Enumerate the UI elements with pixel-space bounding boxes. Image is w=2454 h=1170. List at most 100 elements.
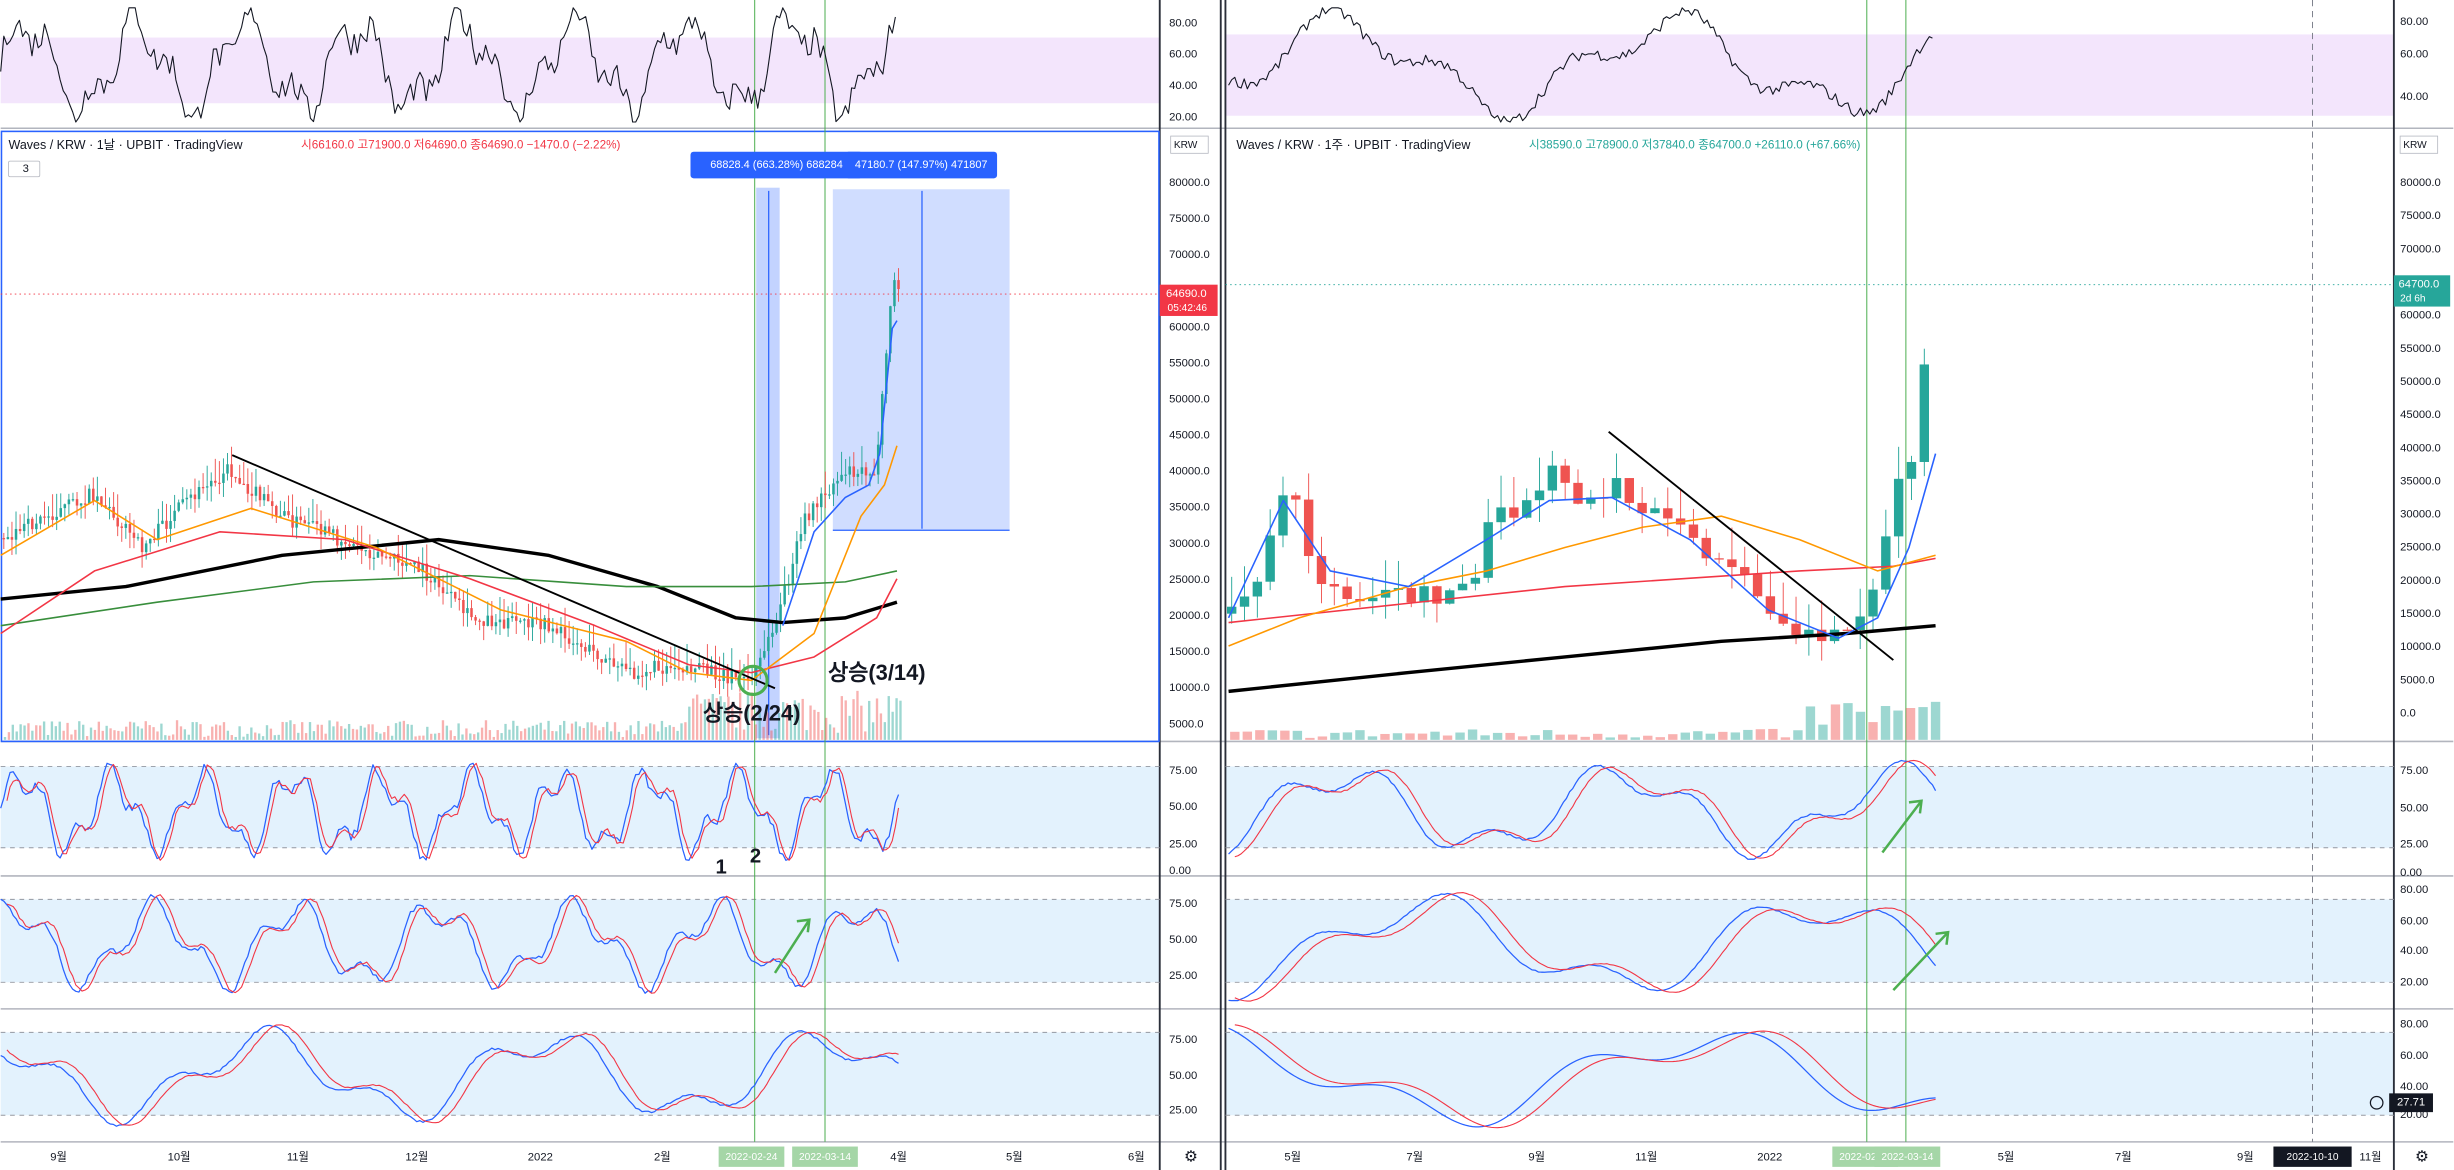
crosshair-add[interactable]	[2369, 1095, 2384, 1110]
rsi-band	[0, 37, 1160, 104]
currency-button[interactable]	[2399, 135, 2439, 154]
candle-body	[881, 394, 884, 445]
volume-bar	[738, 692, 742, 740]
volume-bar	[797, 702, 800, 740]
volume-bar	[852, 699, 855, 740]
candle-body	[209, 480, 213, 487]
annotation: 상승(3/14)	[828, 660, 925, 685]
axis-tick-label: 50.00	[1169, 801, 1197, 813]
volume-bar	[281, 721, 284, 740]
time-label: 4월	[890, 1150, 907, 1163]
rsi-line	[1228, 7, 1933, 123]
volume-bar	[175, 720, 179, 740]
axis-tick-label: 80000.0	[2400, 177, 2441, 189]
osc-d	[1234, 892, 1937, 1002]
settings-icon[interactable]: ⚙	[2415, 1149, 2429, 1166]
volume-bar	[883, 722, 887, 740]
candle-body	[140, 537, 144, 553]
osc-band	[0, 899, 1160, 983]
candle-body	[299, 516, 302, 521]
time-label: 2022	[528, 1151, 553, 1163]
candle-body	[1611, 478, 1622, 499]
candle-body	[612, 658, 616, 667]
volume-bar	[320, 724, 323, 740]
axis-tick-label: 25.00	[1169, 1105, 1197, 1117]
volume-bar	[426, 726, 429, 740]
volume-bar	[363, 727, 366, 740]
annotation: 2	[750, 846, 761, 868]
value-badge	[2389, 1093, 2433, 1113]
volume-bar	[1855, 711, 1866, 740]
candle-body	[856, 473, 860, 477]
settings-icon[interactable]: ⚙	[1184, 1149, 1198, 1166]
candle-body	[1470, 577, 1481, 584]
candle-body	[474, 617, 477, 621]
candle-body	[661, 670, 664, 674]
time-label: 7월	[1406, 1150, 1423, 1163]
volume-bar	[230, 735, 233, 740]
volume-bar	[418, 735, 421, 740]
volume-bar	[85, 736, 89, 740]
volume-bar	[371, 724, 374, 740]
osc-k	[0, 894, 900, 994]
candle-body	[868, 474, 872, 476]
axis-tick-label: 80.00	[2400, 16, 2428, 28]
volume-bar	[1380, 733, 1390, 740]
volume-bar	[351, 728, 355, 740]
axis-tick-label: 50.00	[1169, 934, 1197, 946]
candle-body	[1881, 536, 1891, 590]
volume-bar	[1267, 730, 1278, 740]
volume-bar	[1905, 708, 1916, 740]
candle-body	[1740, 567, 1750, 575]
volume-bar	[66, 722, 69, 740]
collapse-button[interactable]	[8, 160, 41, 178]
volume-bar	[1517, 736, 1528, 740]
candle-body	[87, 488, 91, 504]
volume-bar	[770, 730, 773, 740]
volume-bar	[1868, 722, 1878, 740]
candle-body	[1278, 495, 1288, 536]
highlight-circle	[737, 664, 769, 697]
crosshair-tag	[2273, 1146, 2352, 1167]
candle-body	[169, 521, 172, 529]
volume-bar	[633, 734, 636, 740]
volume-bar	[821, 730, 824, 740]
candle-body	[433, 576, 437, 583]
volume-bar	[171, 734, 175, 740]
volume-bar	[676, 730, 679, 740]
volume-bar	[868, 700, 871, 740]
volume-bar	[23, 725, 26, 740]
volume-bar	[359, 725, 363, 740]
candle-body	[55, 516, 58, 520]
symbol-header: Waves / KRW · 1주 · UPBIT · TradingView	[1236, 138, 1471, 152]
volume-bar	[308, 722, 312, 740]
candle-body	[218, 482, 221, 485]
candle-body	[63, 504, 67, 509]
candle-body	[860, 467, 864, 474]
candle-body	[189, 494, 193, 498]
volume-bar	[715, 698, 718, 740]
volume-bar	[449, 730, 452, 740]
candle-body	[303, 520, 307, 524]
candle-body	[421, 563, 424, 573]
candle-body	[348, 544, 351, 547]
volume-bar	[1605, 737, 1615, 740]
volume-bar	[109, 728, 112, 740]
volume-bar	[480, 727, 484, 740]
candle-body	[588, 644, 591, 652]
axis-tick-label: 50.00	[2400, 803, 2428, 815]
axis-tick-label: 35000.0	[2400, 475, 2441, 487]
volume-bar	[1405, 733, 1415, 740]
currency-button[interactable]	[1170, 135, 1209, 154]
candle-body	[596, 650, 599, 660]
measure-label: 47180.7 (147.97%) 471807	[855, 159, 988, 171]
volume-bar	[844, 700, 847, 740]
currency: KRW	[1174, 140, 1198, 151]
candle-body	[502, 619, 506, 629]
volume-bar	[1680, 732, 1690, 740]
ma-line	[1227, 453, 1937, 639]
volume-bar	[394, 723, 398, 740]
volume-bar	[347, 724, 351, 740]
candle-body	[287, 511, 290, 516]
